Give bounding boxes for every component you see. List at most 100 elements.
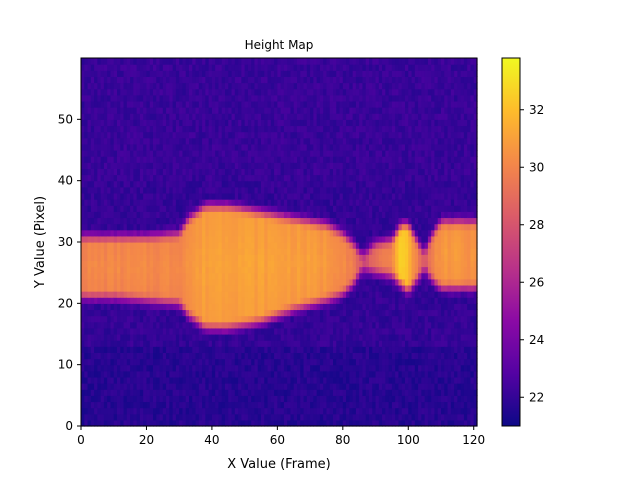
heatmap-cell: [94, 272, 98, 280]
heatmap-cell: [293, 64, 298, 71]
heatmap-cell: [97, 395, 102, 403]
heatmap-cell: [192, 389, 197, 396]
heatmap-cell: [100, 174, 105, 182]
heatmap-cell: [130, 94, 134, 102]
heatmap-cell: [323, 358, 328, 366]
heatmap-cell: [225, 334, 229, 341]
heatmap-cell: [306, 125, 311, 133]
heatmap-cell: [316, 272, 321, 280]
heatmap-cell: [123, 260, 128, 268]
heatmap-cell: [238, 217, 242, 225]
heatmap-cell: [277, 186, 282, 194]
heatmap-cell: [218, 58, 223, 65]
heatmap-cell: [205, 297, 210, 304]
heatmap-cell: [90, 376, 95, 384]
heatmap-cell: [185, 156, 190, 163]
heatmap-cell: [81, 413, 85, 421]
heatmap-cell: [300, 321, 305, 329]
heatmap-cell: [316, 413, 321, 421]
heatmap-cell: [84, 383, 89, 390]
heatmap-cell: [267, 70, 272, 77]
heatmap-cell: [156, 168, 161, 176]
heatmap-cell: [349, 76, 354, 84]
heatmap-cell: [110, 358, 115, 366]
heatmap-cell: [103, 186, 108, 194]
heatmap-cell: [87, 284, 92, 292]
heatmap-cell: [172, 419, 177, 427]
heatmap-cell: [346, 199, 350, 206]
heatmap-cell: [267, 272, 272, 280]
heatmap-cell: [274, 119, 278, 127]
heatmap-cell: [153, 64, 157, 71]
heatmap-cell: [270, 340, 275, 347]
heatmap-cell: [254, 174, 259, 182]
heatmap-cell: [319, 100, 324, 108]
heatmap-cell: [342, 150, 347, 157]
heatmap-cell: [247, 82, 252, 90]
heatmap-cell: [336, 334, 341, 341]
heatmap-cell: [185, 352, 190, 360]
heatmap-cell: [113, 272, 118, 280]
heatmap-cell: [267, 346, 272, 353]
heatmap-cell: [143, 254, 148, 261]
heatmap-cell: [149, 168, 154, 176]
heatmap-cell: [205, 58, 210, 65]
heatmap-cell: [280, 88, 285, 96]
heatmap-cell: [313, 272, 318, 280]
heatmap-cell: [156, 272, 161, 280]
heatmap-cell: [208, 113, 213, 120]
heatmap-cell: [261, 401, 265, 409]
heatmap-cell: [238, 119, 242, 127]
heatmap-cell: [202, 395, 206, 403]
heatmap-cell: [211, 180, 216, 188]
heatmap-cell: [303, 376, 308, 384]
heatmap-cell: [133, 383, 138, 390]
heatmap-cell: [287, 156, 292, 163]
heatmap-cell: [336, 284, 341, 292]
heatmap-cell: [136, 119, 141, 127]
heatmap-cell: [120, 150, 125, 157]
heatmap-cell: [146, 413, 151, 421]
heatmap-cell: [280, 205, 285, 212]
heatmap-cell: [136, 309, 141, 317]
heatmap-cell: [84, 395, 89, 403]
heatmap-cell: [90, 383, 95, 390]
heatmap-cell: [336, 119, 341, 127]
heatmap-cell: [117, 64, 121, 71]
heatmap-cell: [156, 113, 161, 120]
heatmap-cell: [280, 395, 285, 403]
heatmap-cell: [234, 395, 239, 403]
heatmap-cell: [179, 395, 184, 403]
heatmap-cell: [339, 94, 344, 102]
heatmap-cell: [228, 100, 233, 108]
heatmap-cell: [342, 94, 347, 102]
heatmap-cell: [90, 284, 95, 292]
heatmap-cell: [267, 137, 272, 145]
heatmap-cell: [182, 119, 187, 127]
heatmap-cell: [202, 352, 206, 360]
heatmap-cell: [326, 137, 331, 145]
heatmap-cell: [333, 94, 337, 102]
heatmap-cell: [241, 100, 246, 108]
heatmap-cell: [156, 107, 161, 114]
heatmap-cell: [339, 254, 344, 261]
heatmap-cell: [293, 107, 298, 114]
heatmap-cell: [264, 76, 269, 84]
heatmap-cell: [153, 119, 157, 127]
heatmap-cell: [182, 168, 187, 176]
heatmap-cell: [221, 413, 226, 421]
heatmap-cell: [185, 229, 190, 237]
heatmap-cell: [323, 217, 328, 225]
heatmap-cell: [189, 211, 193, 219]
heatmap-cell: [274, 174, 278, 182]
heatmap-cell: [323, 370, 328, 378]
heatmap-cell: [244, 340, 249, 347]
heatmap-cell: [303, 309, 308, 317]
heatmap-cell: [225, 64, 229, 71]
heatmap-cell: [287, 94, 292, 102]
heatmap-cell: [189, 119, 193, 127]
heatmap-cell: [251, 395, 256, 403]
heatmap-cell: [113, 383, 118, 390]
heatmap-cell: [130, 131, 134, 139]
heatmap-cell: [257, 143, 262, 151]
